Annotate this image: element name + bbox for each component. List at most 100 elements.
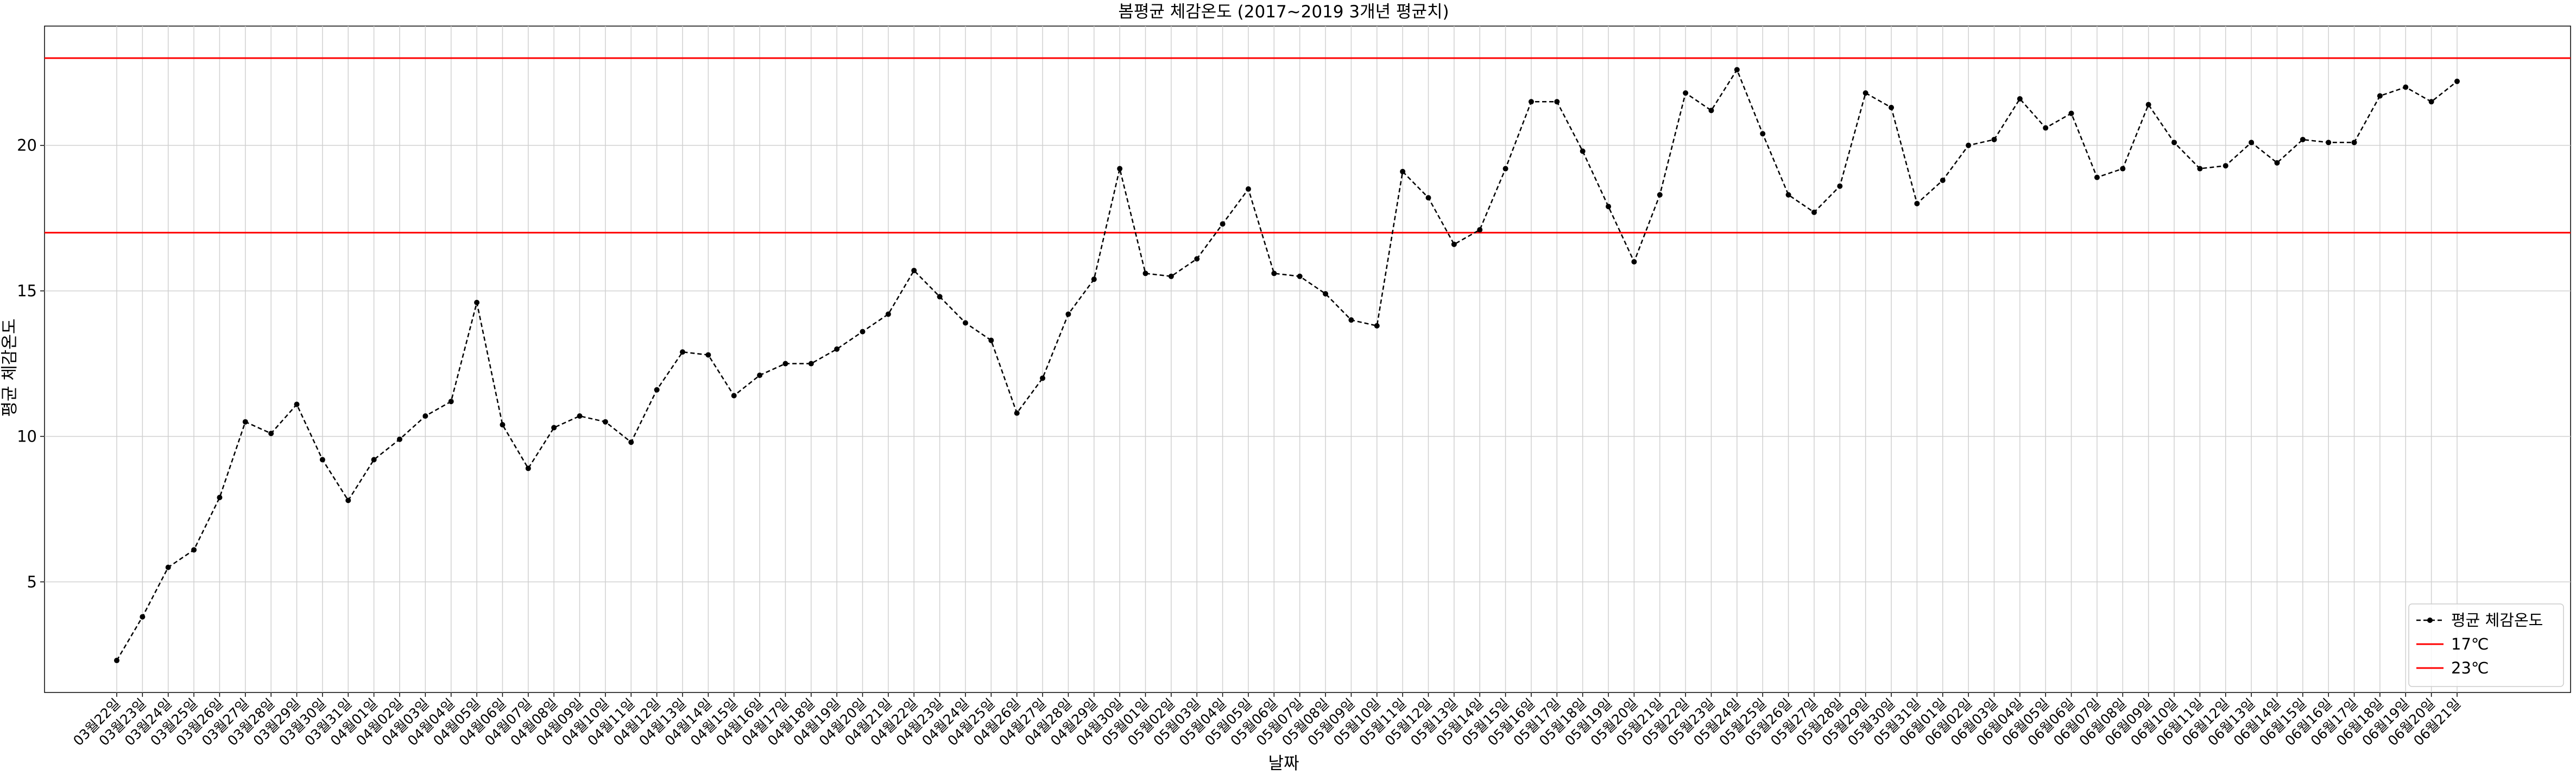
data-point — [422, 413, 428, 419]
data-point — [114, 658, 119, 664]
data-point — [1168, 273, 1174, 279]
data-point — [2326, 140, 2332, 146]
data-point — [2249, 140, 2255, 146]
data-point — [2043, 125, 2049, 131]
data-point — [1966, 142, 1972, 148]
data-point — [2377, 93, 2383, 99]
data-point — [1862, 90, 1868, 96]
data-point — [2171, 140, 2177, 146]
data-point — [1580, 148, 1586, 154]
data-point — [345, 497, 351, 503]
data-point — [885, 311, 891, 317]
data-point — [1606, 204, 1612, 210]
data-point — [654, 387, 660, 393]
plot-area — [44, 26, 2571, 693]
data-point — [1657, 192, 1663, 198]
data-point — [1811, 209, 1817, 215]
data-point — [2403, 84, 2409, 90]
y-tick-label: 5 — [27, 572, 37, 591]
data-point — [860, 329, 866, 335]
data-point — [731, 393, 737, 399]
data-point — [988, 337, 994, 343]
data-point — [2300, 136, 2306, 142]
reference-lines — [45, 57, 2571, 234]
data-point — [1220, 221, 1226, 227]
data-point — [2274, 160, 2280, 166]
y-tick-label: 20 — [17, 136, 37, 155]
y-tick-label: 10 — [17, 427, 37, 445]
data-point — [551, 425, 557, 431]
data-point — [1425, 195, 1431, 201]
legend-label: 17℃ — [2451, 635, 2489, 653]
data-point — [371, 457, 377, 463]
data-point — [1271, 270, 1277, 276]
legend-label: 23℃ — [2451, 659, 2489, 677]
data-point — [396, 436, 402, 442]
data-point — [1374, 323, 1380, 329]
data-point — [2145, 102, 2151, 108]
data-point — [1683, 90, 1689, 96]
data-point — [140, 614, 146, 620]
data-point — [1708, 108, 1714, 114]
data-point — [2428, 99, 2434, 105]
data-point — [808, 361, 814, 367]
data-point — [1631, 259, 1637, 265]
data-point — [294, 401, 300, 407]
plot-frame — [44, 26, 2571, 693]
data-point — [242, 419, 248, 425]
legend: 평균 체감온도 17℃ 23℃ — [2408, 603, 2564, 687]
data-point — [1091, 276, 1097, 282]
data-point — [1914, 200, 1920, 206]
data-point — [448, 399, 454, 405]
data-point — [525, 465, 531, 471]
data-point — [1014, 410, 1020, 416]
data-point — [628, 439, 634, 445]
data-point — [1554, 99, 1560, 105]
data-point — [1889, 105, 1895, 111]
data-point — [1323, 291, 1329, 297]
data-point — [500, 422, 506, 428]
data-point — [1734, 67, 1740, 73]
data-point — [1477, 227, 1483, 233]
legend-label: 평균 체감온도 — [2451, 611, 2543, 629]
data-point — [937, 294, 943, 300]
data-point — [2223, 163, 2228, 169]
data-point — [1785, 192, 1791, 198]
y-gridlines — [45, 144, 2571, 583]
data-point — [474, 300, 480, 306]
data-point — [1451, 241, 1457, 247]
legend-box — [2408, 603, 2564, 687]
data-point — [2017, 96, 2023, 102]
data-point — [1040, 375, 1046, 381]
data-point — [1400, 168, 1406, 174]
data-point — [1194, 256, 1200, 262]
data-point — [2197, 166, 2203, 172]
data-point — [217, 495, 223, 501]
data-point — [577, 413, 583, 419]
data-point — [911, 268, 917, 274]
data-point — [2454, 78, 2460, 84]
data-point — [1065, 311, 1071, 317]
data-point — [2120, 166, 2126, 172]
legend-swatch-marker — [2427, 618, 2433, 623]
data-point — [1142, 270, 1148, 276]
data-point — [782, 361, 788, 367]
data-point — [1760, 131, 1766, 137]
data-point — [679, 349, 685, 355]
data-point — [268, 431, 274, 437]
data-point — [962, 320, 968, 326]
data-point — [1245, 186, 1251, 192]
data-point — [2351, 140, 2357, 146]
data-point — [1940, 177, 1946, 183]
data-point — [319, 457, 325, 463]
series-layer — [114, 67, 2460, 664]
data-point — [2094, 174, 2100, 180]
data-point — [705, 352, 711, 358]
data-point — [1528, 99, 1534, 105]
data-point — [165, 564, 171, 570]
data-point — [1348, 317, 1354, 323]
data-point — [757, 372, 763, 378]
y-tick-label: 15 — [17, 282, 37, 300]
data-point — [1837, 183, 1843, 189]
